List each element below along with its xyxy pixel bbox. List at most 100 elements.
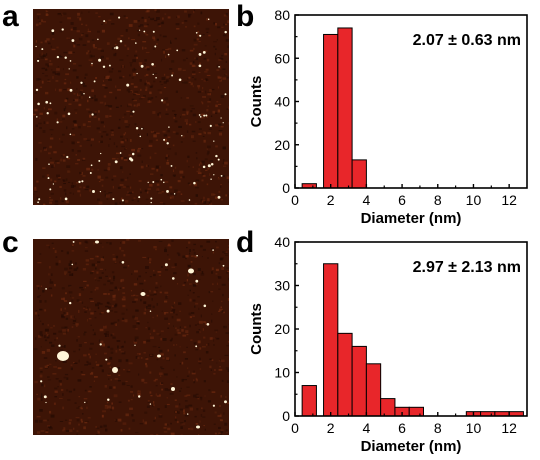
afm-texture xyxy=(79,95,83,99)
afm-texture xyxy=(201,179,204,182)
afm-texture xyxy=(64,419,68,421)
afm-texture xyxy=(181,49,186,52)
afm-texture xyxy=(152,132,157,134)
afm-texture xyxy=(192,113,197,117)
afm-texture xyxy=(45,13,48,16)
afm-texture xyxy=(109,282,114,285)
afm-texture xyxy=(38,20,41,24)
afm-texture xyxy=(128,369,131,372)
afm-particle xyxy=(134,344,136,346)
afm-texture xyxy=(222,34,227,37)
afm-texture xyxy=(72,192,74,195)
afm-texture xyxy=(46,174,50,177)
afm-texture xyxy=(91,55,95,58)
afm-particle xyxy=(78,180,81,184)
afm-texture xyxy=(182,108,186,111)
afm-texture xyxy=(220,395,222,398)
afm-texture xyxy=(207,257,209,259)
afm-particle xyxy=(36,116,38,118)
afm-texture xyxy=(109,356,113,360)
afm-texture xyxy=(33,348,38,351)
afm-texture xyxy=(38,287,40,290)
afm-texture xyxy=(100,258,105,261)
afm-texture xyxy=(49,60,52,62)
afm-texture xyxy=(62,360,67,363)
afm-texture xyxy=(140,357,143,359)
afm-texture xyxy=(78,37,83,41)
afm-texture xyxy=(195,194,198,197)
afm-texture xyxy=(163,50,165,54)
afm-texture xyxy=(167,254,169,256)
afm-texture xyxy=(169,186,173,189)
afm-texture xyxy=(57,66,60,68)
afm-texture xyxy=(42,167,46,169)
afm-particle xyxy=(37,102,40,106)
afm-texture xyxy=(78,126,81,129)
afm-particle xyxy=(154,45,157,48)
afm-texture xyxy=(167,16,171,19)
afm-particle xyxy=(150,201,152,204)
afm-texture xyxy=(205,90,207,94)
afm-texture xyxy=(216,69,220,72)
afm-texture xyxy=(48,273,50,276)
afm-texture xyxy=(207,198,210,202)
afm-texture xyxy=(159,201,163,203)
afm-texture xyxy=(192,315,195,317)
afm-texture xyxy=(182,113,186,116)
afm-texture xyxy=(48,426,52,428)
afm-texture xyxy=(201,256,203,258)
afm-texture xyxy=(202,163,205,165)
afm-texture xyxy=(220,184,222,185)
afm-texture xyxy=(213,22,215,25)
afm-texture xyxy=(170,339,172,342)
afm-texture xyxy=(40,55,45,59)
afm-texture xyxy=(49,281,54,284)
afm-texture xyxy=(211,193,215,196)
afm-texture xyxy=(189,289,191,292)
afm-texture xyxy=(168,77,171,79)
afm-texture xyxy=(49,137,54,140)
afm-particle xyxy=(188,268,194,274)
afm-texture xyxy=(84,389,87,392)
afm-texture xyxy=(213,372,216,375)
afm-texture xyxy=(158,165,161,169)
afm-texture xyxy=(97,431,100,434)
afm-texture xyxy=(196,157,198,160)
afm-texture xyxy=(182,59,186,62)
afm-texture xyxy=(58,330,62,333)
afm-texture xyxy=(161,58,163,62)
afm-texture xyxy=(65,192,67,196)
afm-texture xyxy=(163,426,167,429)
panel-label-c: c xyxy=(2,226,19,259)
afm-texture xyxy=(82,268,86,271)
afm-texture xyxy=(35,23,39,27)
afm-texture xyxy=(109,12,114,16)
afm-texture xyxy=(155,393,157,397)
afm-texture xyxy=(105,305,109,308)
afm-texture xyxy=(83,186,86,189)
afm-texture xyxy=(51,31,55,35)
afm-texture xyxy=(228,341,229,343)
afm-texture xyxy=(123,133,125,136)
afm-texture xyxy=(170,311,173,314)
afm-texture xyxy=(185,255,189,258)
histogram-bar xyxy=(380,398,396,417)
afm-texture xyxy=(89,347,93,350)
afm-texture xyxy=(66,389,69,392)
afm-texture xyxy=(178,253,181,257)
afm-texture xyxy=(222,293,224,297)
afm-texture xyxy=(95,77,97,79)
afm-texture xyxy=(188,312,192,316)
afm-texture xyxy=(176,15,180,19)
afm-texture xyxy=(97,48,102,50)
afm-texture xyxy=(193,65,197,67)
afm-texture xyxy=(132,59,136,63)
afm-texture xyxy=(135,356,138,359)
afm-texture xyxy=(213,45,216,48)
afm-particle xyxy=(187,413,189,415)
afm-particle xyxy=(35,88,39,92)
afm-texture xyxy=(139,188,142,191)
y-tick-label: 80 xyxy=(274,7,290,23)
afm-texture xyxy=(95,361,97,364)
afm-texture xyxy=(145,86,148,90)
